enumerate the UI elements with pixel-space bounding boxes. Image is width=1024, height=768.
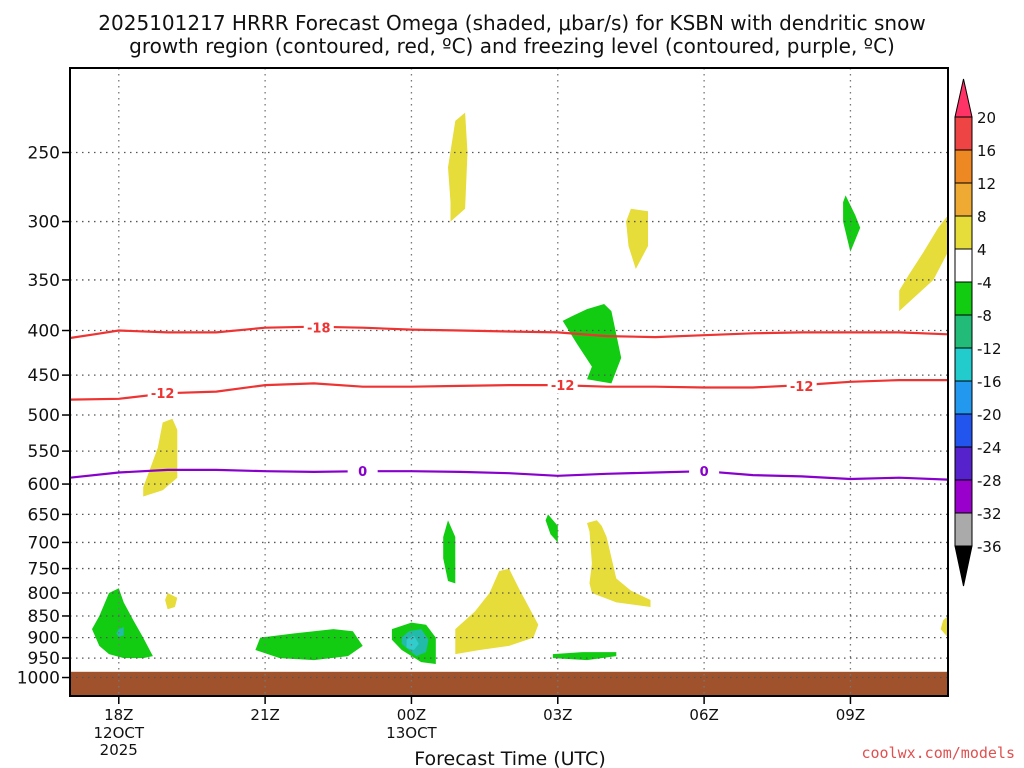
colorbar-label-6: -8 xyxy=(977,307,992,325)
omega-region-yellow-e xyxy=(899,215,948,312)
x-tick-label-21Z: 21Z xyxy=(250,706,279,724)
x-tick-label-06Z: 06Z xyxy=(689,706,718,724)
y-tick-label-900: 900 xyxy=(28,629,60,649)
omega-region-green-h xyxy=(552,652,617,661)
colorbar-label-13: -36 xyxy=(977,538,1002,556)
y-tick-label-800: 800 xyxy=(28,584,60,604)
y-tick-label-500: 500 xyxy=(28,406,60,426)
chart-title-line-1: 2025101217 HRRR Forecast Omega (shaded, … xyxy=(98,11,925,35)
omega-region-yellow-f xyxy=(587,520,651,607)
omega-region-yellow-a xyxy=(143,418,178,497)
x-tick-label-18Z: 18Z xyxy=(104,706,133,724)
contour-label-bg-0-1 xyxy=(689,463,720,480)
omega-region-teal-a xyxy=(116,627,124,637)
contour-label-bg--18-0 xyxy=(303,319,334,336)
colorbar-label-12: -32 xyxy=(977,505,1002,523)
omega-region-yellow-d xyxy=(626,208,648,269)
contour-label-bg--12-0 xyxy=(147,385,178,402)
y-tick-label-750: 750 xyxy=(28,560,60,580)
omega-region-green-a xyxy=(562,304,622,384)
contour-label-bg--12-2 xyxy=(786,377,817,394)
omega-region-green-d xyxy=(545,514,558,543)
colorbar-label-5: -4 xyxy=(977,274,992,292)
y-tick-label-950: 950 xyxy=(28,649,60,669)
x-axis-label: Forecast Time (UTC) xyxy=(414,748,605,768)
colorbar-swatch-2 xyxy=(954,149,973,184)
colorbar-swatch-9 xyxy=(954,380,973,415)
y-tick-label-650: 650 xyxy=(28,505,60,525)
y-tick-label-700: 700 xyxy=(28,533,60,553)
colorbar-label-10: -24 xyxy=(977,439,1002,457)
omega-region-yellow-h xyxy=(940,616,948,638)
colorbar: 20 16 12 8 4 -4 -8 -12 -16 -20 -24 -28 -32 -36 xyxy=(954,78,1002,587)
x-tick-label-09Z: 09Z xyxy=(836,706,865,724)
y-tick-label-1000: 1000 xyxy=(17,669,60,689)
omega-region-green-f xyxy=(255,629,363,661)
y-tick-label-550: 550 xyxy=(28,442,60,462)
omega-region-teal-c xyxy=(406,635,419,650)
omega-region-green-e xyxy=(92,588,153,659)
x-tick-date-00Z: 13OCT xyxy=(386,724,437,742)
omega-region-yellow-c xyxy=(448,112,468,222)
contour-label--12-0: -12 xyxy=(151,387,175,402)
y-tick-label-350: 350 xyxy=(28,271,60,291)
colorbar-swatch-7 xyxy=(954,314,973,349)
colorbar-label-2: 12 xyxy=(977,175,996,193)
omega-region-yellow-b xyxy=(165,593,178,610)
y-tick-label-600: 600 xyxy=(28,475,60,495)
x-tick-label-00Z: 00Z xyxy=(397,706,426,724)
y-tick-label-300: 300 xyxy=(28,213,60,233)
contour-label-bg--12-1 xyxy=(547,377,578,394)
contour-0 xyxy=(69,468,949,481)
plot-frame xyxy=(69,67,949,697)
omega-region-yellow-g xyxy=(455,568,539,655)
contour-label--12-1: -12 xyxy=(551,379,575,394)
omega-region-green-b xyxy=(843,195,861,252)
contour-label-0-1: 0 xyxy=(700,465,709,480)
plot-area: -18 -12 -12 -12 0 0 250 300 350 400 450 500 550 600 65… xyxy=(17,67,949,759)
colorbar-swatch-12 xyxy=(954,479,973,514)
colorbar-swatch-13 xyxy=(954,512,973,547)
colorbar-swatch-3 xyxy=(954,182,973,217)
x-tick-date-18Z: 12OCT xyxy=(94,724,145,742)
colorbar-label-8: -16 xyxy=(977,373,1002,391)
contour-label-0-0: 0 xyxy=(358,465,367,480)
colorbar-swatch-5 xyxy=(954,248,973,283)
colorbar-label-3: 8 xyxy=(977,208,987,226)
colorbar-swatch-11 xyxy=(954,446,973,481)
chart-title-line-2: growth region (contoured, red, ºC) and f… xyxy=(129,34,895,58)
colorbar-swatch-8 xyxy=(954,347,973,382)
colorbar-label-7: -12 xyxy=(977,340,1002,358)
x-tick-label-03Z: 03Z xyxy=(543,706,572,724)
ground-shading xyxy=(70,671,948,696)
colorbar-label-4: 4 xyxy=(977,241,987,259)
colorbar-swatch-10 xyxy=(954,413,973,448)
y-tick-label-450: 450 xyxy=(28,366,60,386)
colorbar-swatch-1 xyxy=(954,116,973,151)
contour-label-bg-0-0 xyxy=(347,463,378,480)
colorbar-label-0: 20 xyxy=(977,109,996,127)
colorbar-swatch-14 xyxy=(954,545,973,587)
x-tick-year-18Z: 2025 xyxy=(100,741,138,759)
contour--18 xyxy=(69,325,949,340)
colorbar-label-11: -28 xyxy=(977,472,1002,490)
colorbar-swatch-4 xyxy=(954,215,973,250)
colorbar-label-1: 16 xyxy=(977,142,996,160)
colorbar-label-9: -20 xyxy=(977,406,1002,424)
credit-link[interactable]: coolwx.com/models xyxy=(861,744,1015,762)
colorbar-swatch-6 xyxy=(954,281,973,316)
omega-region-green-c xyxy=(443,520,456,584)
contour-label--12-2: -12 xyxy=(790,380,814,395)
contour-label--18-0: -18 xyxy=(307,322,331,337)
colorbar-swatch-0 xyxy=(954,78,973,118)
y-tick-label-850: 850 xyxy=(28,607,60,627)
y-tick-label-250: 250 xyxy=(28,144,60,164)
y-tick-label-400: 400 xyxy=(28,322,60,342)
